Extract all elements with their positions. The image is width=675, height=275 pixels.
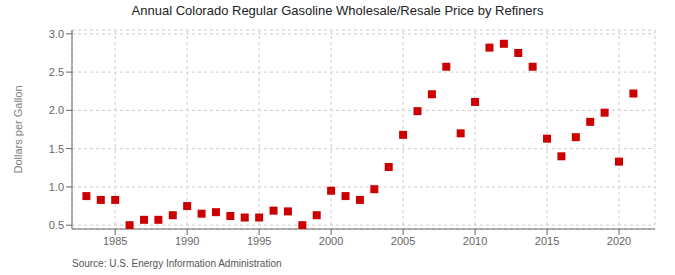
svg-text:2.0: 2.0 bbox=[49, 104, 64, 116]
svg-text:2015: 2015 bbox=[535, 235, 559, 247]
html-text:Annual Colorado Regular Gasoli: Annual Colorado Regular Gasoline Wholesa… bbox=[131, 3, 544, 18]
svg-text:2000: 2000 bbox=[319, 235, 343, 247]
svg-text:2010: 2010 bbox=[463, 235, 487, 247]
html-text:Source: U.S. Energy Informatio: Source: U.S. Energy Information Administ… bbox=[72, 258, 282, 269]
svg-text:0.5: 0.5 bbox=[49, 219, 64, 231]
svg-text:2005: 2005 bbox=[391, 235, 415, 247]
svg-text:2.5: 2.5 bbox=[49, 66, 64, 78]
svg-text:1995: 1995 bbox=[247, 235, 271, 247]
svg-text:1.0: 1.0 bbox=[49, 181, 64, 193]
svg-text:2020: 2020 bbox=[607, 235, 631, 247]
svg-text:3.0: 3.0 bbox=[49, 28, 64, 40]
svg-text:Dollars per Gallon: Dollars per Gallon bbox=[12, 85, 24, 173]
svg-text:1990: 1990 bbox=[175, 235, 199, 247]
svg-text:1985: 1985 bbox=[103, 235, 127, 247]
svg-text:1.5: 1.5 bbox=[49, 143, 64, 155]
